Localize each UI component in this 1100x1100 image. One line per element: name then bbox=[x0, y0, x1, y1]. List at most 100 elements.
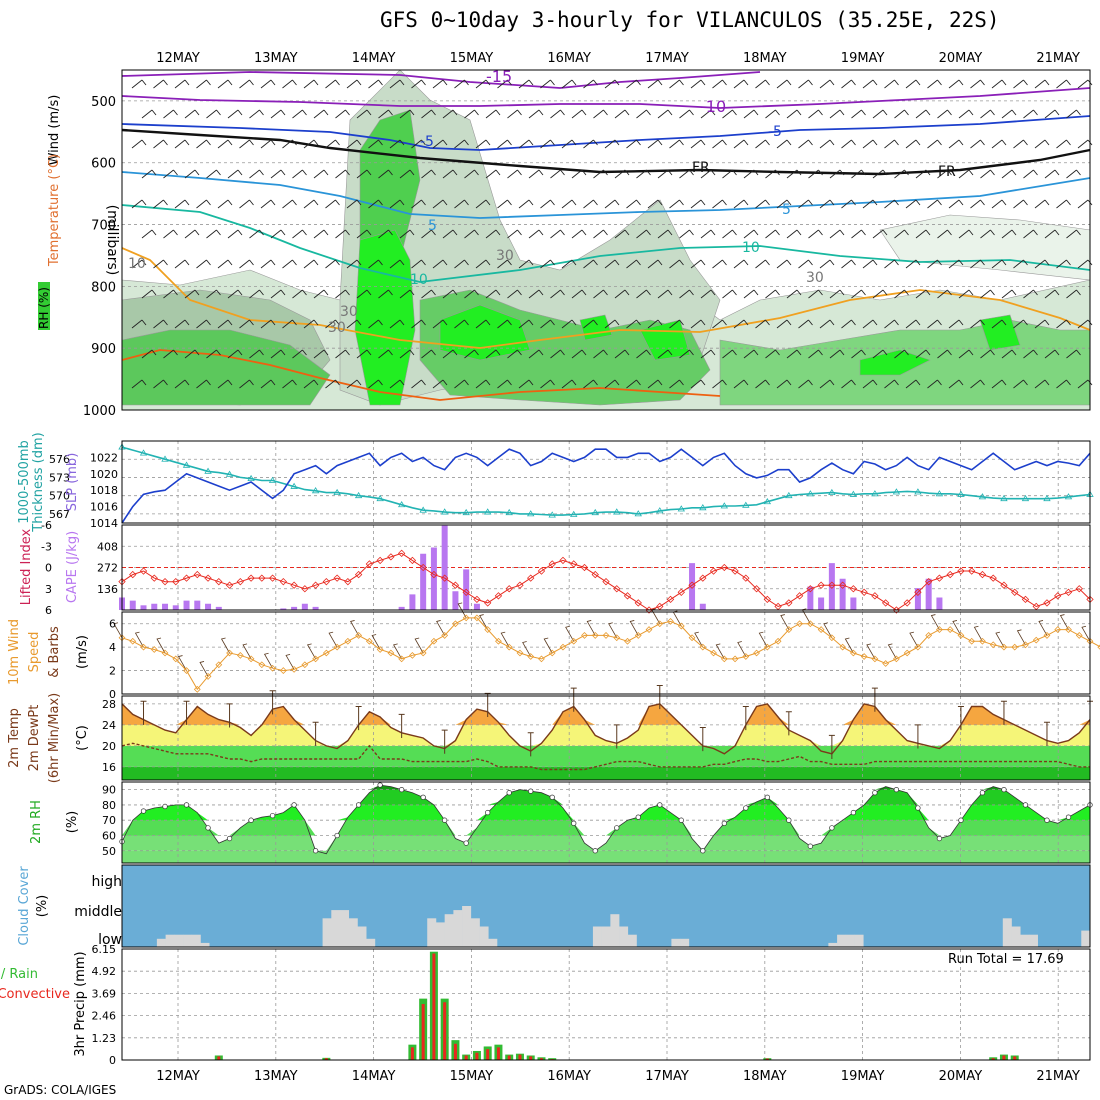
wind-barb bbox=[690, 259, 706, 269]
cape-bar bbox=[140, 605, 147, 610]
lifted-index-point bbox=[591, 570, 599, 579]
wind-barb bbox=[657, 169, 673, 179]
precip-tick: 2.46 bbox=[92, 1010, 117, 1023]
wind-barb bbox=[841, 79, 856, 89]
contour-label: -5 bbox=[420, 134, 434, 150]
wind-barb bbox=[528, 109, 544, 119]
wind-barb bbox=[758, 631, 768, 648]
lifted-index-point bbox=[516, 581, 524, 589]
wind-speed-point bbox=[1000, 643, 1008, 651]
temp-fill-orange bbox=[122, 703, 1090, 725]
wind-barb bbox=[217, 259, 233, 269]
wind-barb bbox=[131, 139, 147, 149]
upper-air-ytick: 1000 bbox=[83, 404, 116, 419]
wind-barb bbox=[497, 259, 512, 269]
wind-barb bbox=[163, 289, 178, 299]
wind-barb bbox=[733, 199, 749, 209]
cape-bar bbox=[215, 606, 222, 610]
wind-speed-point bbox=[452, 620, 459, 628]
wind-barb bbox=[571, 169, 587, 179]
wind-barb bbox=[131, 199, 147, 209]
wind-barb bbox=[765, 229, 780, 239]
wind-barb bbox=[411, 139, 426, 149]
temp-tick: 28 bbox=[102, 698, 116, 711]
contour-label: 10 bbox=[410, 272, 428, 288]
wind-barb bbox=[737, 641, 747, 657]
wind-barb bbox=[507, 109, 522, 119]
rh-point bbox=[549, 794, 555, 800]
day-label-bottom: 12MAY bbox=[156, 1069, 200, 1084]
wind-barb bbox=[1059, 614, 1069, 630]
wind-barb bbox=[915, 349, 931, 359]
wind-barb bbox=[586, 620, 596, 636]
wind-barb bbox=[1001, 229, 1017, 239]
wind-barb bbox=[1013, 199, 1028, 209]
wind-barb bbox=[239, 79, 254, 89]
wind-barb bbox=[755, 139, 770, 149]
min-max-whisker bbox=[527, 732, 534, 757]
wind-barb bbox=[497, 379, 512, 389]
day-label-top: 12MAY bbox=[156, 51, 200, 66]
thickness-point bbox=[613, 508, 621, 515]
wind-barb bbox=[862, 379, 878, 389]
wind-barb bbox=[335, 169, 350, 179]
thickness-point bbox=[161, 455, 169, 462]
wind-speed-point bbox=[118, 634, 126, 642]
min-max-whisker bbox=[441, 729, 448, 754]
temperature-axis-label: Temperature (°C) bbox=[47, 154, 62, 267]
wind-speed-point bbox=[946, 626, 954, 633]
wind-barb bbox=[196, 379, 211, 389]
wind-barb bbox=[1056, 379, 1071, 389]
wind-barb bbox=[518, 319, 534, 329]
thickness-point bbox=[333, 488, 341, 496]
wind-barb bbox=[217, 379, 233, 389]
wind-barb bbox=[561, 379, 577, 389]
wind-speed-point bbox=[710, 649, 717, 657]
day-label-bottom: 17MAY bbox=[645, 1069, 689, 1084]
wind-axis-label: Wind (m/s) bbox=[47, 95, 62, 166]
wind-barb bbox=[841, 379, 856, 389]
wind-barb bbox=[872, 169, 888, 179]
wind-barb bbox=[894, 109, 909, 119]
precip-convective-bar bbox=[464, 1055, 468, 1060]
wind-barb bbox=[153, 199, 168, 209]
lifted-index-point bbox=[1054, 592, 1062, 600]
cape-bar bbox=[420, 553, 427, 610]
wind-speed-point bbox=[548, 649, 556, 657]
lifted-index-point bbox=[580, 563, 589, 572]
lifted-index-point bbox=[677, 588, 685, 596]
slp-tick: 1014 bbox=[90, 517, 118, 530]
wind-barb bbox=[199, 661, 209, 677]
wind-barb bbox=[325, 319, 340, 329]
wind-barb bbox=[282, 79, 297, 89]
wind-speed-point bbox=[903, 649, 911, 657]
wind-barb bbox=[411, 199, 426, 209]
wind-speed-point bbox=[161, 649, 169, 657]
wind-barb bbox=[743, 289, 759, 299]
wind-barb bbox=[131, 259, 147, 269]
wind-barb bbox=[249, 229, 264, 239]
wind-barb bbox=[841, 259, 856, 269]
cloud-axis-label: Cloud Cover bbox=[17, 866, 32, 946]
lifted-index-point bbox=[602, 577, 610, 586]
thickness-point bbox=[828, 488, 836, 496]
lifted-index-point bbox=[709, 567, 718, 575]
wind-barb bbox=[980, 109, 995, 119]
wind-speed-point bbox=[559, 643, 567, 651]
wind-barb bbox=[270, 349, 286, 359]
wind-speed-line bbox=[121, 617, 1100, 691]
wind-barb bbox=[844, 637, 854, 654]
wind-barb bbox=[647, 139, 663, 149]
wind-barb bbox=[980, 349, 995, 359]
wind-barb bbox=[163, 169, 178, 179]
wind-barb bbox=[604, 319, 620, 329]
cloud-bar bbox=[340, 910, 350, 947]
lifted-index-point bbox=[1032, 602, 1040, 611]
wind-barb bbox=[937, 109, 952, 119]
wind-speed-point bbox=[419, 649, 427, 657]
wind-barb bbox=[196, 79, 211, 89]
cape-bar bbox=[699, 603, 706, 610]
wind-barb bbox=[819, 319, 835, 329]
wind-barb bbox=[1044, 229, 1060, 239]
wind-barb bbox=[174, 259, 190, 269]
